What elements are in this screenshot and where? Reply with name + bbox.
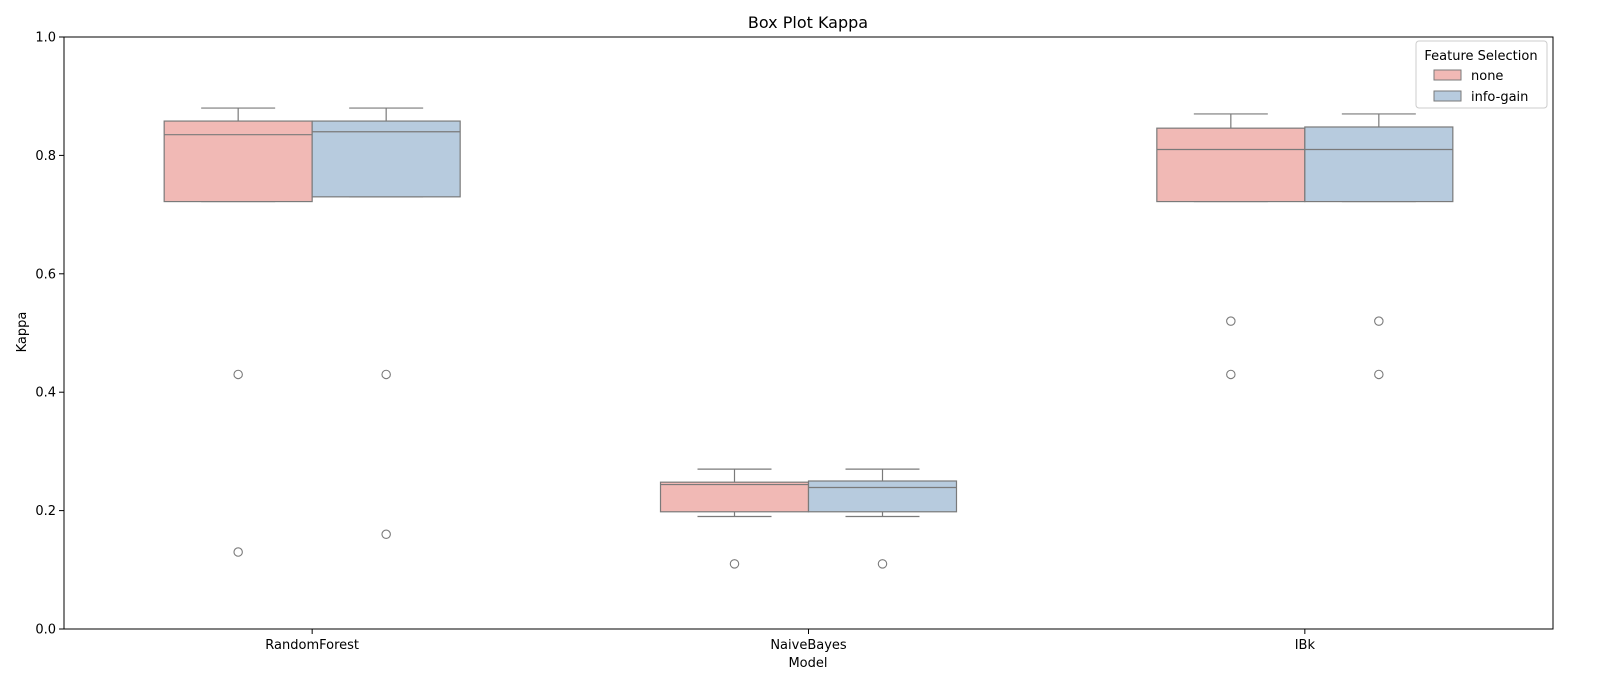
x-axis-label: Model xyxy=(788,656,827,671)
x-tick-label: IBk xyxy=(1295,638,1316,653)
legend-title: Feature Selection xyxy=(1424,49,1537,64)
box-body xyxy=(1304,126,1454,203)
legend-label-info-gain: info-gain xyxy=(1471,90,1528,105)
outlier-point xyxy=(381,369,391,380)
outlier-point xyxy=(1226,316,1236,326)
legend-swatch-none xyxy=(1433,69,1462,81)
outlier-point xyxy=(877,559,888,569)
box-info-gain-IBk xyxy=(1304,113,1454,380)
box-none-IBk xyxy=(1156,113,1306,380)
outlier-point xyxy=(1374,369,1384,380)
outlier-point xyxy=(1226,369,1236,380)
x-tick-label: RandomForest xyxy=(265,638,359,653)
outlier-point xyxy=(233,369,243,380)
y-tick-label: 0.4 xyxy=(35,386,56,401)
box-none-NaiveBayes xyxy=(659,468,810,569)
box-body xyxy=(659,481,810,513)
legend-label-none: none xyxy=(1471,69,1503,84)
box-body xyxy=(807,480,958,513)
x-tick-label: NaiveBayes xyxy=(770,638,847,653)
y-tick-label: 0.8 xyxy=(35,149,56,164)
legend: Feature Selection none info-gain xyxy=(1415,40,1548,109)
y-tick-label: 0.6 xyxy=(35,267,56,282)
outlier-point xyxy=(729,559,740,569)
y-tick-label: 0.0 xyxy=(35,623,56,638)
box-body xyxy=(311,120,461,198)
outlier-point xyxy=(233,547,243,557)
outlier-point xyxy=(381,529,391,540)
legend-swatch-info-gain xyxy=(1433,90,1462,102)
y-tick-label: 1.0 xyxy=(35,31,56,46)
outlier-point xyxy=(1374,316,1384,326)
box-info-gain-NaiveBayes xyxy=(807,468,958,569)
box-body xyxy=(1156,127,1306,203)
box-body xyxy=(163,120,313,203)
chart-title: Box Plot Kappa xyxy=(748,13,868,32)
plot-area: 0.0 0.2 0.4 0.6 0.8 1.0 RandomForest NaiveBayes… xyxy=(35,31,1554,653)
y-axis-label: Kappa xyxy=(15,312,30,353)
box-info-gain-RandomForest xyxy=(311,107,461,540)
box-none-RandomForest xyxy=(163,107,313,557)
y-tick-label: 0.2 xyxy=(35,504,56,519)
